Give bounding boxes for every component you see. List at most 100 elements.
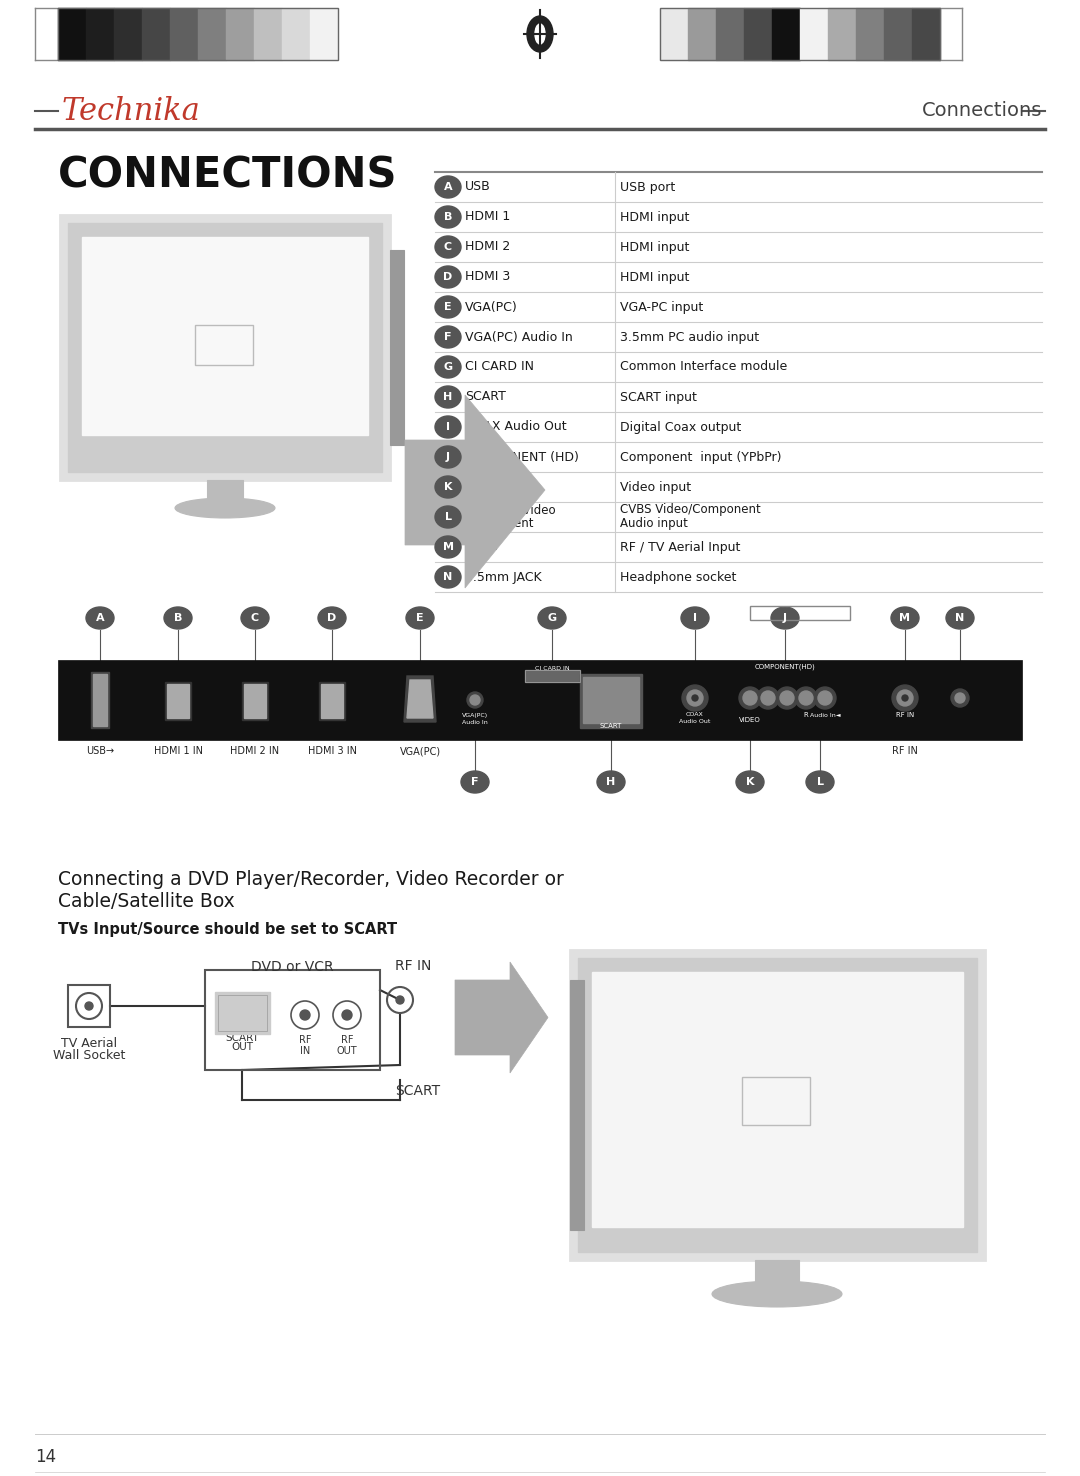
Text: B: B: [444, 213, 453, 221]
Text: HDMI input: HDMI input: [620, 241, 689, 254]
Text: J: J: [446, 452, 450, 462]
Bar: [885, 7, 912, 61]
Bar: [772, 7, 800, 61]
Circle shape: [739, 686, 761, 708]
Bar: [570, 980, 584, 1230]
Bar: [755, 1261, 799, 1289]
Text: Audio input: Audio input: [620, 518, 688, 530]
Text: OUT: OUT: [337, 1046, 357, 1055]
Ellipse shape: [597, 770, 625, 793]
Text: Technika: Technika: [62, 96, 201, 127]
Circle shape: [467, 692, 483, 708]
Text: VGA(PC): VGA(PC): [462, 713, 488, 717]
Text: VIDEO: VIDEO: [739, 717, 761, 723]
Text: 3.5mm PC audio input: 3.5mm PC audio input: [620, 331, 759, 344]
Bar: [856, 7, 885, 61]
Text: HDMI 2: HDMI 2: [465, 241, 510, 254]
Bar: [592, 973, 963, 1227]
Text: M: M: [443, 542, 454, 552]
Bar: [58, 7, 338, 61]
Ellipse shape: [891, 607, 919, 629]
Text: HDMI 3: HDMI 3: [465, 270, 510, 283]
Ellipse shape: [946, 607, 974, 629]
Ellipse shape: [435, 416, 461, 438]
Text: L/R CVBS Video: L/R CVBS Video: [465, 503, 555, 517]
Ellipse shape: [461, 770, 489, 793]
Circle shape: [955, 694, 966, 703]
Text: COMPONENT (HD): COMPONENT (HD): [465, 450, 579, 463]
Text: VGA(PC) Audio In: VGA(PC) Audio In: [465, 331, 572, 344]
Text: CI CARD IN: CI CARD IN: [465, 360, 534, 373]
Text: Audio In: Audio In: [462, 720, 488, 725]
Circle shape: [342, 1010, 352, 1020]
Bar: [167, 683, 189, 717]
Text: DVD or VCR: DVD or VCR: [252, 959, 334, 974]
Bar: [660, 7, 940, 61]
Ellipse shape: [435, 297, 461, 317]
Text: IN: IN: [300, 1046, 310, 1055]
Bar: [198, 7, 226, 61]
Ellipse shape: [535, 24, 545, 44]
Bar: [716, 7, 744, 61]
Text: H: H: [606, 776, 616, 787]
Bar: [141, 7, 170, 61]
Bar: [93, 675, 107, 726]
Text: R: R: [804, 711, 808, 717]
Ellipse shape: [435, 387, 461, 407]
Bar: [742, 1077, 810, 1125]
Text: Headphone socket: Headphone socket: [620, 571, 737, 583]
Bar: [68, 223, 382, 472]
Bar: [254, 7, 282, 61]
Text: Video input: Video input: [620, 481, 691, 493]
Polygon shape: [407, 680, 433, 717]
Text: CONNECTIONS: CONNECTIONS: [58, 155, 397, 196]
Bar: [321, 683, 343, 717]
Circle shape: [300, 1010, 310, 1020]
Bar: [525, 670, 580, 682]
Ellipse shape: [435, 266, 461, 288]
Text: USB port: USB port: [620, 180, 675, 193]
Text: Digital Coax output: Digital Coax output: [620, 421, 741, 434]
Ellipse shape: [86, 607, 114, 629]
Text: HDMI 1 IN: HDMI 1 IN: [153, 745, 203, 756]
Bar: [319, 682, 345, 720]
Text: COMPONENT(HD): COMPONENT(HD): [755, 663, 815, 670]
Text: SCART: SCART: [465, 391, 505, 403]
Ellipse shape: [435, 236, 461, 258]
Circle shape: [814, 686, 836, 708]
Text: RF IN: RF IN: [896, 711, 914, 717]
Ellipse shape: [435, 326, 461, 348]
Circle shape: [743, 691, 757, 706]
Bar: [226, 7, 254, 61]
Text: G: G: [548, 613, 556, 623]
Circle shape: [799, 691, 813, 706]
Bar: [242, 682, 268, 720]
Text: J: J: [783, 613, 787, 623]
Ellipse shape: [435, 207, 461, 227]
Circle shape: [902, 695, 908, 701]
Text: I: I: [693, 613, 697, 623]
Bar: [282, 7, 310, 61]
Bar: [390, 249, 404, 444]
Text: COAX Audio Out: COAX Audio Out: [465, 421, 567, 434]
Text: E: E: [416, 613, 423, 623]
Bar: [215, 992, 270, 1035]
Text: F: F: [444, 332, 451, 342]
Text: Audio Out: Audio Out: [679, 719, 711, 725]
Text: Connecting a DVD Player/Recorder, Video Recorder or: Connecting a DVD Player/Recorder, Video …: [58, 869, 564, 889]
Ellipse shape: [435, 176, 461, 198]
Bar: [244, 683, 266, 717]
Circle shape: [85, 1002, 93, 1010]
Circle shape: [892, 685, 918, 711]
Text: D: D: [327, 613, 337, 623]
Text: HDMI input: HDMI input: [620, 270, 689, 283]
Text: Connections: Connections: [921, 102, 1042, 121]
Text: OUT: OUT: [231, 1042, 253, 1052]
Text: USB: USB: [465, 180, 490, 193]
Text: 3.5mm JACK: 3.5mm JACK: [465, 571, 542, 583]
Bar: [583, 677, 639, 723]
Bar: [570, 951, 985, 1261]
Bar: [207, 480, 243, 502]
Ellipse shape: [435, 356, 461, 378]
Bar: [82, 238, 368, 435]
